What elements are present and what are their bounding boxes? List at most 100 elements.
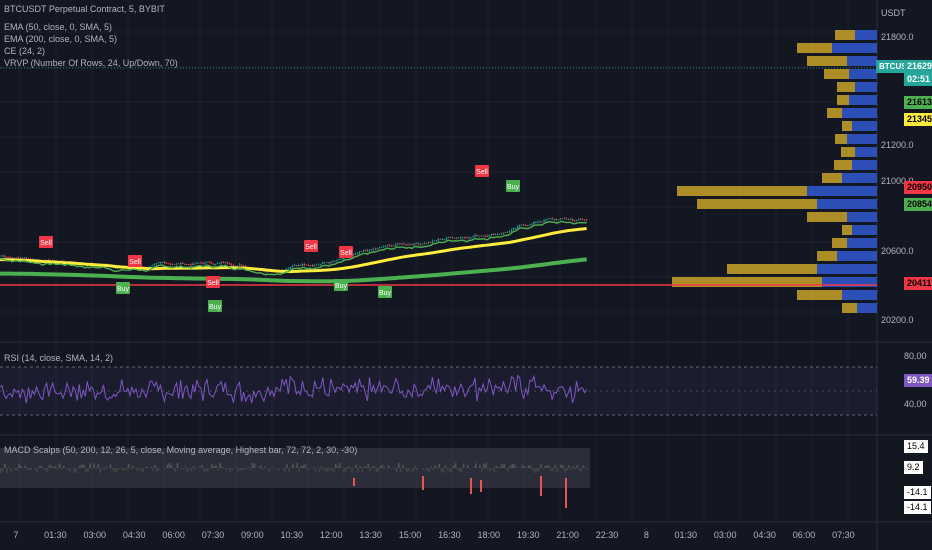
macd-histogram-bar xyxy=(554,465,556,468)
candle-body xyxy=(482,235,484,237)
sell-signal-badge xyxy=(39,236,53,248)
volume-profile-up-bar xyxy=(677,186,807,196)
candle-body xyxy=(25,257,28,259)
candle-body xyxy=(175,263,178,265)
macd-histogram-bar xyxy=(217,468,219,471)
candle-body xyxy=(445,237,448,240)
macd-legend[interactable]: MACD Scalps (50, 200, 12, 26, 5, close, … xyxy=(4,445,358,455)
macd-histogram-bar xyxy=(211,463,213,468)
volume-profile-down-bar xyxy=(817,264,877,274)
volume-profile-down-bar xyxy=(817,199,877,209)
macd-histogram-bar xyxy=(497,467,499,468)
macd-histogram-bar xyxy=(509,465,512,468)
volume-profile-down-bar xyxy=(855,30,877,40)
candle-body xyxy=(518,224,521,227)
candle-body xyxy=(293,265,296,267)
macd-histogram-bar xyxy=(188,468,191,470)
macd-histogram-bar xyxy=(166,464,169,468)
macd-signal-bar xyxy=(480,480,482,492)
candle-body xyxy=(389,244,391,246)
macd-histogram-bar xyxy=(77,468,79,469)
macd-histogram-bar xyxy=(428,468,430,473)
price-tick: 21200.0 xyxy=(881,140,914,150)
candle-body xyxy=(456,237,458,239)
macd-histogram-bar xyxy=(10,468,12,472)
indicator-ema200-legend[interactable]: EMA (200, close, 0, SMA, 5) xyxy=(4,34,118,44)
macd-histogram-bar xyxy=(320,466,323,468)
candle-body xyxy=(232,265,235,267)
macd-histogram-bar xyxy=(184,466,187,468)
candle-body xyxy=(238,264,241,266)
macd-histogram-bar xyxy=(18,463,20,468)
macd-histogram-bar xyxy=(172,468,175,470)
macd-histogram-bar xyxy=(245,468,248,470)
macd-histogram-bar xyxy=(22,468,24,469)
candle-body xyxy=(15,257,17,259)
rsi-tick: 40.00 xyxy=(904,399,927,409)
indicator-vrvp-legend[interactable]: VRVP (Number Of Rows, 24, Up/Down, 70) xyxy=(4,58,178,68)
candle-body xyxy=(462,237,464,238)
volume-profile-up-bar xyxy=(835,134,847,144)
macd-histogram-bar xyxy=(401,464,404,468)
volume-profile-down-bar xyxy=(855,147,877,157)
time-tick: 01:30 xyxy=(44,530,67,540)
macd-histogram-bar xyxy=(460,468,463,473)
indicator-ema50-legend[interactable]: EMA (50, close, 0, SMA, 5) xyxy=(4,22,113,32)
rsi-legend[interactable]: RSI (14, close, SMA, 14, 2) xyxy=(4,353,114,363)
candle-body xyxy=(313,265,316,266)
candle-body xyxy=(541,221,543,223)
candle-body xyxy=(573,220,576,222)
volume-profile-down-bar xyxy=(852,160,877,170)
candle-body xyxy=(506,232,509,233)
candle-body xyxy=(330,261,332,264)
macd-histogram-bar xyxy=(257,467,260,468)
macd-histogram-bar xyxy=(6,468,8,473)
macd-histogram-bar xyxy=(4,463,6,468)
candle-body xyxy=(159,262,162,263)
candle-body xyxy=(368,249,371,252)
macd-histogram-bar xyxy=(95,468,98,470)
macd-histogram-bar xyxy=(14,468,16,471)
volume-profile-down-bar xyxy=(847,134,877,144)
volume-profile-down-bar xyxy=(842,108,877,118)
buy-signal-label: Buy xyxy=(209,304,222,311)
volume-profile-down-bar xyxy=(852,121,877,131)
macd-histogram-bar xyxy=(83,464,85,468)
candle-body xyxy=(494,233,497,235)
macd-histogram-bar xyxy=(462,463,465,468)
buy-signal-badge xyxy=(334,279,348,291)
macd-histogram-bar xyxy=(152,468,154,471)
candle-body xyxy=(395,244,397,246)
macd-histogram-bar xyxy=(269,468,272,469)
volume-profile-up-bar xyxy=(807,56,847,66)
time-tick: 13:30 xyxy=(359,530,382,540)
time-tick: 7 xyxy=(13,530,19,540)
candle-body xyxy=(407,244,409,246)
macd-histogram-bar xyxy=(395,468,398,473)
macd-histogram-bar xyxy=(349,467,351,468)
candle-body xyxy=(563,218,566,220)
macd-histogram-bar xyxy=(491,468,493,469)
macd-histogram-bar xyxy=(550,468,552,472)
macd-histogram-bar xyxy=(485,463,487,468)
buy-signal-badge xyxy=(378,286,392,298)
candle-body xyxy=(476,235,478,237)
macd-histogram-bar xyxy=(198,467,201,468)
macd-histogram-bar xyxy=(330,468,333,471)
macd-histogram-bar xyxy=(483,463,485,468)
macd-histogram-bar xyxy=(64,468,67,469)
sell-signal-badge xyxy=(475,165,489,177)
rsi-tick: 80.00 xyxy=(904,351,927,361)
macd-histogram-bar xyxy=(296,463,298,468)
macd-histogram-bar xyxy=(203,468,205,472)
macd-histogram-bar xyxy=(456,468,459,470)
candle-body xyxy=(366,250,369,252)
candle-body xyxy=(498,233,501,235)
candle-body xyxy=(324,262,326,264)
indicator-ce-legend[interactable]: CE (24, 2) xyxy=(4,46,46,56)
candle-body xyxy=(194,263,196,265)
candle-body xyxy=(320,263,322,265)
buy-signal-label: Buy xyxy=(117,286,130,293)
candle-body xyxy=(315,264,318,266)
